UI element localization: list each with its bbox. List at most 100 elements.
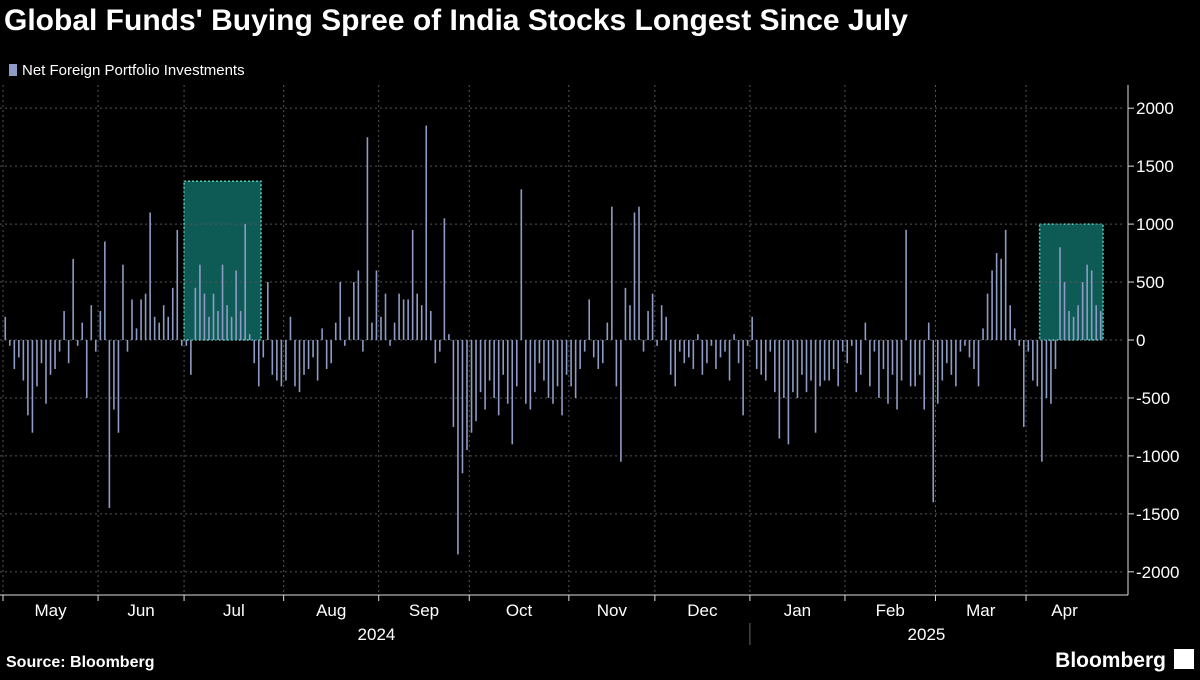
bar: [298, 340, 301, 393]
bar: [860, 340, 862, 375]
bar: [217, 311, 219, 340]
bar: [294, 340, 296, 387]
bar: [991, 270, 993, 340]
bar: [538, 340, 541, 364]
bar: [982, 328, 984, 340]
bar: [846, 340, 849, 364]
bar: [312, 340, 314, 358]
x-tick-label: Oct: [506, 601, 533, 620]
bar: [76, 340, 79, 346]
bar: [986, 293, 989, 340]
bar: [506, 340, 509, 404]
bar: [94, 340, 97, 352]
bar: [58, 340, 61, 352]
bar: [638, 206, 640, 340]
bar: [153, 316, 156, 340]
bar: [534, 340, 536, 393]
bar: [900, 340, 903, 381]
bar: [715, 340, 717, 369]
bar: [855, 340, 858, 393]
bar: [1068, 311, 1070, 340]
bar: [330, 340, 332, 364]
bar: [724, 340, 726, 352]
bar: [547, 340, 550, 398]
bar: [117, 340, 120, 433]
bar: [339, 282, 342, 340]
x-tick-label: Jan: [784, 601, 811, 620]
bar: [606, 322, 609, 340]
y-tick-label: -2000: [1136, 563, 1179, 582]
bar: [176, 229, 179, 340]
bar: [18, 340, 20, 358]
bar: [742, 340, 744, 416]
bar: [36, 340, 38, 387]
bar: [280, 340, 283, 387]
bar: [429, 311, 432, 340]
bar: [995, 253, 998, 340]
bar: [1054, 340, 1057, 369]
y-tick-label: 2000: [1136, 99, 1174, 118]
bar: [515, 340, 518, 387]
bar: [1099, 311, 1102, 340]
bar: [181, 340, 183, 346]
bar: [203, 293, 206, 340]
bar: [787, 340, 790, 445]
bar: [1000, 258, 1002, 340]
bar: [13, 340, 16, 369]
bar: [199, 264, 201, 340]
bar: [918, 340, 921, 375]
bar: [402, 299, 405, 340]
bar: [493, 340, 495, 398]
y-tick-label: -1500: [1136, 505, 1179, 524]
bar: [307, 340, 310, 369]
bar: [525, 340, 527, 404]
bar: [398, 293, 400, 340]
x-tick-label: Jul: [223, 601, 245, 620]
x-tick-label: Mar: [966, 601, 996, 620]
bar: [964, 340, 966, 346]
bar: [72, 258, 74, 340]
bar: [122, 264, 124, 340]
bar: [348, 316, 351, 340]
bar: [375, 270, 378, 340]
bar: [914, 340, 916, 387]
x-tick-label: Jun: [127, 601, 154, 620]
bar: [710, 340, 713, 346]
x-tick-label: Nov: [597, 601, 628, 620]
bar: [678, 340, 681, 352]
bar: [579, 340, 581, 369]
bar: [823, 340, 826, 381]
bar: [325, 340, 328, 369]
bar: [796, 340, 799, 398]
bar: [1045, 340, 1048, 398]
bar: [407, 299, 409, 340]
bar: [697, 334, 699, 340]
bar: [267, 282, 269, 340]
bar: [393, 322, 396, 340]
y-tick-label: 1000: [1136, 215, 1174, 234]
bar: [896, 340, 898, 410]
bar: [909, 340, 912, 387]
bar: [248, 334, 251, 340]
bar: [1032, 340, 1034, 381]
bar: [651, 293, 654, 340]
bar: [1050, 340, 1052, 404]
bar: [783, 340, 785, 398]
bar: [869, 340, 871, 387]
bar: [891, 340, 894, 375]
bar: [629, 305, 631, 340]
bar: [140, 299, 142, 340]
bar: [1095, 305, 1098, 340]
bar: [615, 340, 618, 387]
bar: [905, 229, 907, 340]
bar: [244, 224, 246, 340]
bar: [126, 340, 129, 352]
bar: [968, 340, 971, 358]
bar: [1072, 316, 1075, 340]
bar: [113, 340, 115, 410]
bar: [285, 340, 287, 381]
bar: [878, 340, 880, 398]
bar: [543, 340, 545, 381]
bar: [443, 218, 446, 340]
